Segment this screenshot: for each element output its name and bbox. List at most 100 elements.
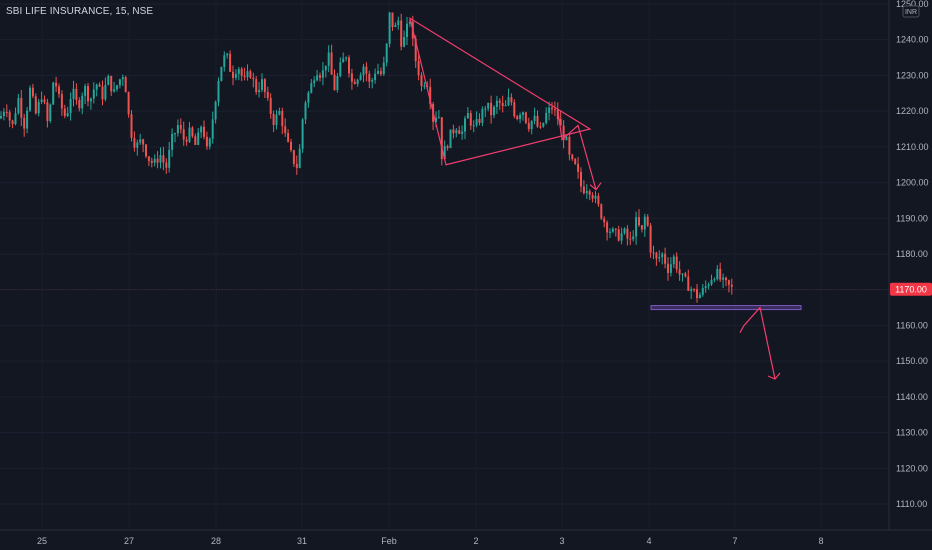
candle-body	[292, 150, 295, 164]
candle-up	[174, 132, 176, 143]
candle-down	[603, 216, 606, 228]
candle-body	[159, 155, 162, 163]
candle-body	[652, 252, 655, 254]
candle-down	[727, 279, 730, 293]
candle-body	[11, 120, 14, 124]
candle-body	[327, 52, 330, 66]
candle-body	[440, 117, 443, 160]
candle-down	[263, 78, 266, 99]
candle-body	[110, 75, 113, 92]
candle-body	[40, 99, 43, 102]
candle-down	[400, 13, 403, 51]
x-tick-label: 7	[732, 536, 737, 546]
candle-body	[580, 171, 582, 187]
candle-up	[188, 121, 191, 144]
candle-down	[452, 124, 455, 139]
candle-up	[716, 265, 719, 281]
candle-body	[548, 107, 551, 113]
candle-body	[519, 114, 522, 120]
candle-up	[2, 108, 5, 121]
candle-body	[536, 115, 539, 127]
candle-body	[89, 98, 92, 102]
candle-body	[29, 87, 31, 111]
candle-body	[23, 117, 26, 129]
candle-body	[469, 113, 472, 126]
candle-up	[701, 283, 704, 297]
candle-down	[417, 54, 420, 81]
candle-up	[84, 83, 87, 105]
candle-up	[548, 101, 551, 121]
candle-body	[162, 155, 165, 163]
candle-up	[504, 100, 507, 107]
time-axis[interactable]: 25 27 28 31 Feb 2 3 4 7 8	[37, 536, 824, 546]
candle-up	[609, 228, 611, 239]
candle-down	[490, 95, 493, 124]
drawings	[409, 17, 802, 380]
candle-down	[580, 167, 582, 193]
candle-body	[437, 117, 440, 119]
candle-up	[37, 98, 40, 117]
candle-down	[568, 134, 571, 161]
candle-body	[510, 97, 513, 103]
x-tick-label: 28	[211, 536, 221, 546]
candle-down	[319, 72, 321, 82]
candle-body	[501, 102, 504, 106]
candle-down	[577, 156, 580, 179]
candle-up	[321, 62, 324, 86]
candle-up	[214, 100, 217, 124]
candle-body	[475, 119, 478, 126]
candle-up	[545, 107, 548, 125]
candle-body	[600, 204, 603, 219]
candle-down	[353, 78, 356, 85]
candle-up	[40, 91, 43, 104]
candle-body	[69, 99, 72, 114]
candle-up	[713, 277, 716, 283]
candle-body	[649, 225, 652, 253]
candle-down	[75, 83, 78, 105]
candle-body	[37, 101, 40, 114]
candle-down	[562, 120, 565, 149]
candle-down	[165, 158, 168, 174]
candle-body	[365, 66, 368, 74]
candle-body	[591, 194, 594, 199]
candle-body	[330, 52, 333, 75]
candle-up	[171, 128, 174, 157]
y-tick-label: 1120.00	[896, 463, 928, 473]
candle-body	[339, 62, 342, 77]
candle-up	[217, 77, 220, 107]
candle-body	[640, 225, 643, 230]
candle-body	[452, 129, 455, 134]
candle-body	[397, 20, 400, 26]
candle-up	[14, 107, 17, 126]
candle-body	[455, 130, 458, 134]
candle-up	[443, 140, 446, 160]
candle-down	[684, 271, 687, 278]
candle-body	[533, 115, 536, 121]
candle-body	[562, 125, 565, 141]
candle-up	[26, 106, 29, 134]
candle-up	[345, 56, 348, 62]
candle-body	[551, 107, 553, 110]
candle-body	[171, 133, 174, 150]
x-tick-label: Feb	[381, 536, 397, 546]
candle-body	[8, 112, 11, 121]
candle-body	[281, 110, 284, 127]
candle-body	[504, 105, 507, 107]
candle-body	[400, 20, 403, 47]
candle-down	[365, 62, 368, 82]
candle-body	[252, 77, 255, 80]
candle-down	[290, 138, 292, 153]
candle-body	[136, 142, 139, 148]
candle-body	[174, 133, 176, 135]
candle-body	[643, 216, 646, 230]
candle-body	[603, 218, 606, 223]
candle-down	[655, 251, 658, 266]
candle-body	[403, 37, 406, 47]
candle-up	[643, 213, 646, 237]
candle-body	[243, 75, 246, 78]
price-axis[interactable]: 1110.00 1120.00 1130.00 1140.00 1150.00 1160.…	[896, 0, 929, 509]
candle-body	[229, 53, 232, 72]
candle-body	[78, 99, 81, 109]
y-tick-label: 1250.00	[896, 0, 929, 9]
